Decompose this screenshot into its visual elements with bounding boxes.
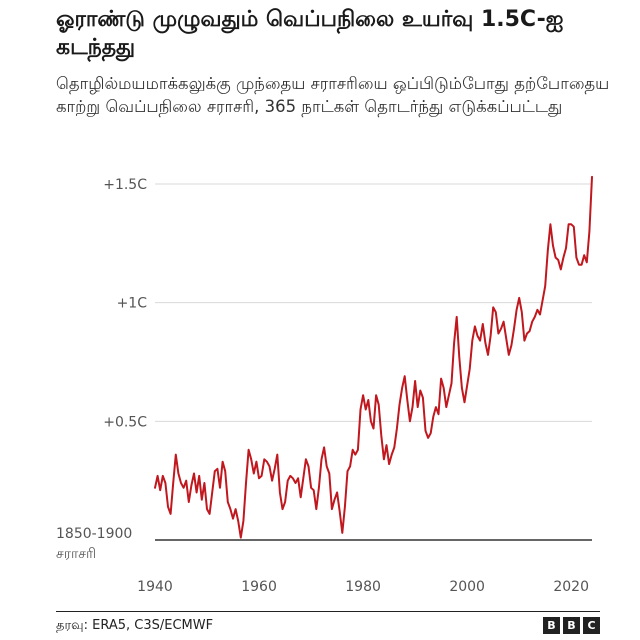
logo-letter-c: C [583, 617, 600, 634]
y-axis-labels: +0.5C +1C +1.5C [103, 177, 147, 430]
logo-letter-b2: B [563, 617, 580, 634]
baseline-label-line2: சராசரி [56, 546, 96, 562]
baseline-label-line1: 1850-1900 [56, 526, 132, 542]
y-tick-label-1: +1C [117, 296, 148, 312]
temperature-series-line [154, 175, 593, 539]
footer-divider [56, 611, 600, 612]
x-tick-label-4: 2020 [553, 579, 589, 595]
logo-letter-b1: B [543, 617, 560, 634]
chart-subtitle: தொழில்மயமாக்கலுக்கு முந்தைய சராசரியை ஒப்… [56, 74, 610, 116]
source-note: தரவு: ERA5, C3S/ECMWF [56, 618, 214, 633]
x-tick-label-2: 1980 [345, 579, 381, 595]
x-axis-labels: 1940 1960 1980 2000 2020 [137, 579, 589, 595]
grid-lines [155, 183, 592, 422]
y-tick-label-2: +1.5C [103, 177, 147, 193]
bbc-logo: B B C [543, 617, 600, 634]
x-tick-label-3: 2000 [449, 579, 485, 595]
chart-title: ஓராண்டு முழுவதும் வெப்பநிலை உயர்வு 1.5C-… [56, 7, 564, 60]
y-tick-label-0: +0.5C [103, 414, 147, 430]
x-tick-label-0: 1940 [137, 579, 173, 595]
x-tick-label-1: 1960 [241, 579, 277, 595]
